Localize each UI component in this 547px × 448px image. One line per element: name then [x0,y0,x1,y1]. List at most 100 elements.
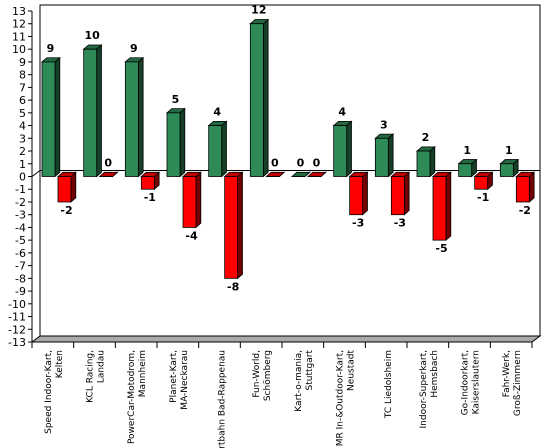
y-tick-label: -6 [15,247,26,260]
y-tick-label: -11 [8,311,26,324]
bar-front [83,48,98,177]
x-category-label-line: Landau [97,350,107,383]
x-category-label-line: Speed Indoor-Kart, [44,350,54,434]
bar-negative [431,171,452,242]
x-category-label: Planet-Kart,MA-Neckarau [169,350,190,410]
value-label: -2 [60,204,72,217]
bar-front [57,176,72,203]
y-tick-label: 3 [19,132,26,145]
bar-positive [332,120,353,178]
bar-side [387,133,394,178]
x-category-label-line: Hemsbach [430,350,440,398]
y-tick-label: -9 [15,285,26,298]
value-label: 1 [505,144,513,157]
bar-front [41,61,56,177]
bar-side [403,171,410,216]
y-tick-label: -10 [8,298,26,311]
value-label: -1 [144,191,156,204]
bar-negative [265,171,286,178]
x-category-label-line: Kart-o-mania, [294,350,304,412]
bar-positive [290,171,311,178]
x-category-label-line: Indoor-Superkart, [419,350,429,428]
bar-positive [165,107,186,178]
bar-top [306,171,327,177]
x-category-label-line: Fun-World, [252,350,262,398]
y-axis: 131211109876543210-1-2-3-4-5-6-7-8-9-10-… [8,5,33,349]
x-category-label-line: Mannheim [138,350,148,397]
y-tick-label: -2 [15,196,26,209]
x-category-label-line: Planet-Kart, [169,350,179,403]
x-category-label-line: Fahr-Werk, [502,350,512,397]
bar-front [140,176,155,190]
x-category-label: MR In-&Outdoor-Kart,Neustadt [336,350,357,447]
value-label: -8 [227,280,239,293]
bar-positive [124,56,145,178]
bar-top [98,171,119,177]
x-category-label: Go-Indoorkart,Kaiserslautern [461,350,482,415]
bar-front [208,125,223,177]
bar-front [390,176,405,216]
bar-side [96,44,102,178]
chart-floor [30,335,542,343]
y-tick-label: -7 [15,260,26,273]
value-label: 10 [85,29,101,42]
x-category-label-line: TC Liedolsheim [384,350,394,419]
bar-side [445,171,452,242]
bar-front [474,176,489,190]
y-tick-label: 1 [19,158,26,171]
bar-negative [390,171,411,216]
x-category-label-line: Neustadt [347,350,357,391]
bar-positive [207,120,228,178]
y-tick-label: -8 [15,272,26,285]
value-label: 9 [130,42,138,55]
value-label: 0 [271,157,279,170]
bar-positive [499,158,520,178]
bar-top [290,171,311,177]
bar-side [362,171,368,216]
value-label: 0 [297,157,305,170]
bar-front [458,163,473,177]
bar-front [374,137,389,177]
x-category-label: Kart-o-mania,Stuttgart [294,350,315,412]
bar-front [333,125,348,177]
y-tick-label: 13 [12,5,26,18]
bar-top [265,171,286,177]
value-label: 9 [47,42,55,55]
x-category-label: Indoor-Superkart,Hemsbach [419,350,440,428]
bar-front [166,112,181,177]
y-tick-label: 10 [12,43,26,56]
x-category-label-line: MR In-&Outdoor-Kart, [336,350,346,446]
x-category-label-line: Groß-Zimmern [513,350,523,416]
y-tick-label: 8 [19,69,26,82]
bar-side [346,120,352,178]
value-label: 5 [172,93,180,106]
bar-positive [249,18,270,178]
x-category-label-line: Go-Indoorkart, [461,350,471,415]
value-label: 2 [422,131,430,144]
y-tick-label: 4 [19,120,26,133]
bar-side [429,145,436,178]
bar-side [70,171,77,203]
value-label: 1 [463,144,471,157]
bar-negative [98,171,119,178]
x-category-label: TC Liedolsheim [384,350,394,419]
bar-negative [515,171,536,203]
x-category-label: artbahn Bad-Rappenau [218,350,228,448]
bar-side [54,56,61,178]
y-tick-label: -12 [8,323,26,336]
bar-negative [56,171,77,203]
y-tick-label: 5 [19,107,26,120]
bar-front [499,163,514,177]
value-label: -3 [394,217,406,230]
bar-positive [374,133,395,178]
x-category-label: KCL Racing,Landau [86,350,107,403]
value-label: -4 [185,229,198,242]
bar-negative [140,171,161,191]
x-category-label-line: KCL Racing, [86,350,96,403]
bar-front [349,176,364,216]
bar-front [515,176,530,203]
y-tick-label: -13 [8,336,26,349]
y-tick-label: 6 [19,94,26,107]
x-category-label: Speed Indoor-Kart,Kelten [44,350,65,434]
